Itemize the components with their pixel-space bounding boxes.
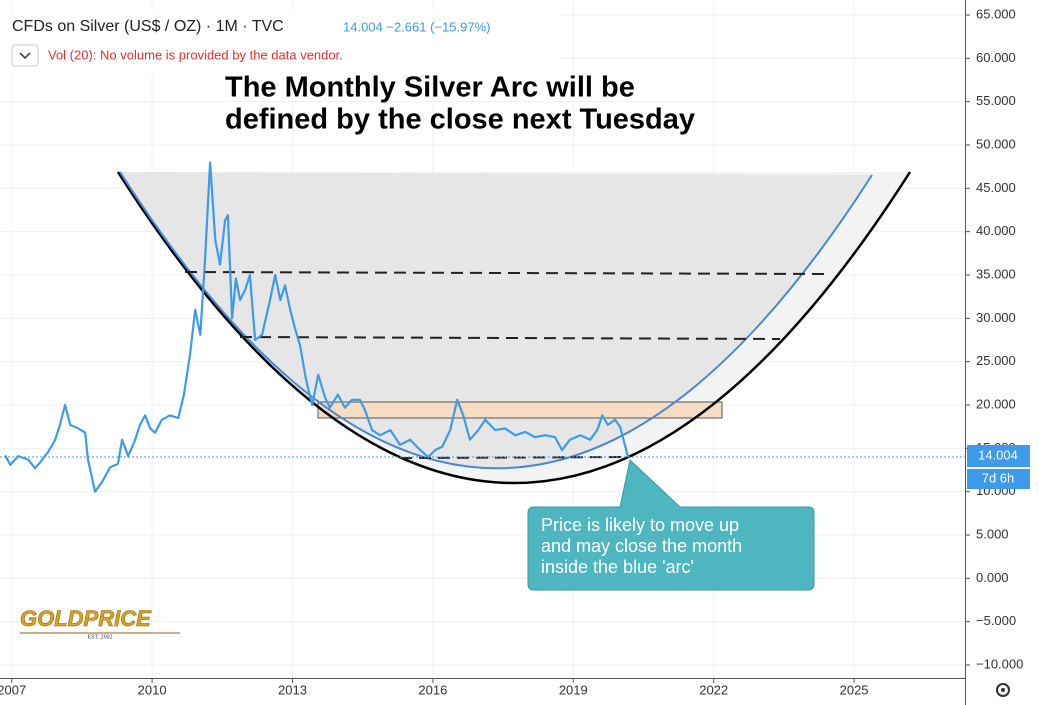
y-tick-label: 20.000 (976, 396, 1016, 411)
y-tick-label: 55.000 (976, 93, 1016, 108)
y-tick-label: 5.000 (976, 526, 1009, 541)
inner-arc-fill (120, 172, 872, 469)
header-bg (0, 10, 560, 74)
logo: GOLDPRICE (20, 606, 152, 631)
y-tick-label: 30.000 (976, 310, 1016, 325)
price-tag-label: 14.004 (978, 447, 1018, 462)
headline: defined by the close next Tuesday (225, 104, 695, 136)
resistance-band (317, 401, 723, 419)
price-line (4, 161, 630, 493)
dashed-level (184, 271, 831, 275)
headline: The Monthly Silver Arc will be (225, 72, 635, 104)
quote: 14.004 −2.661 (−15.97%) (343, 19, 490, 34)
x-tick-label: 2019 (559, 682, 588, 697)
price-tag (967, 445, 1030, 467)
callout-text: Price is likely to move up (541, 515, 739, 535)
volume-note: Vol (20): No volume is provided by the d… (48, 47, 343, 62)
countdown-label: 7d 6h (982, 470, 1015, 485)
series (4, 161, 630, 493)
y-tick-label: 35.000 (976, 266, 1016, 281)
x-tick-label: 2025 (840, 682, 869, 697)
settings-icon[interactable] (996, 683, 1010, 697)
y-tick-label: 25.000 (976, 353, 1016, 368)
y-tick-label: 45.000 (976, 180, 1016, 195)
x-tick-label: 2007 (0, 682, 26, 697)
y-tick-label: 65.000 (976, 6, 1016, 21)
chevron-icon (19, 52, 31, 60)
y-tick-label: 60.000 (976, 50, 1016, 65)
collapse-button[interactable] (11, 44, 39, 67)
black-arc (116, 171, 912, 485)
x-tick-label: 2013 (278, 682, 307, 697)
dashed-level (399, 456, 631, 459)
countdown-tag (967, 469, 1030, 489)
callout-box (527, 459, 815, 591)
x-tick-label: 2022 (699, 682, 728, 697)
y-tick-label: −5.000 (976, 613, 1016, 628)
y-tick-label: 0.000 (976, 570, 1009, 585)
y-tick-label: 50.000 (976, 136, 1016, 151)
callout-text: inside the blue 'arc' (541, 557, 694, 577)
y-tick-label: −10.000 (976, 656, 1023, 671)
x-tick-label: 2016 (418, 682, 447, 697)
dashed-level (239, 336, 781, 340)
symbol-title: CFDs on Silver (US$ / OZ) · 1M · TVC (12, 18, 284, 35)
blue-arc (119, 171, 873, 470)
logo-est: EST. 2002 (87, 634, 112, 640)
y-tick-label: 40.000 (976, 223, 1016, 238)
callout-text: and may close the month (541, 536, 742, 556)
x-tick-label: 2010 (138, 682, 167, 697)
